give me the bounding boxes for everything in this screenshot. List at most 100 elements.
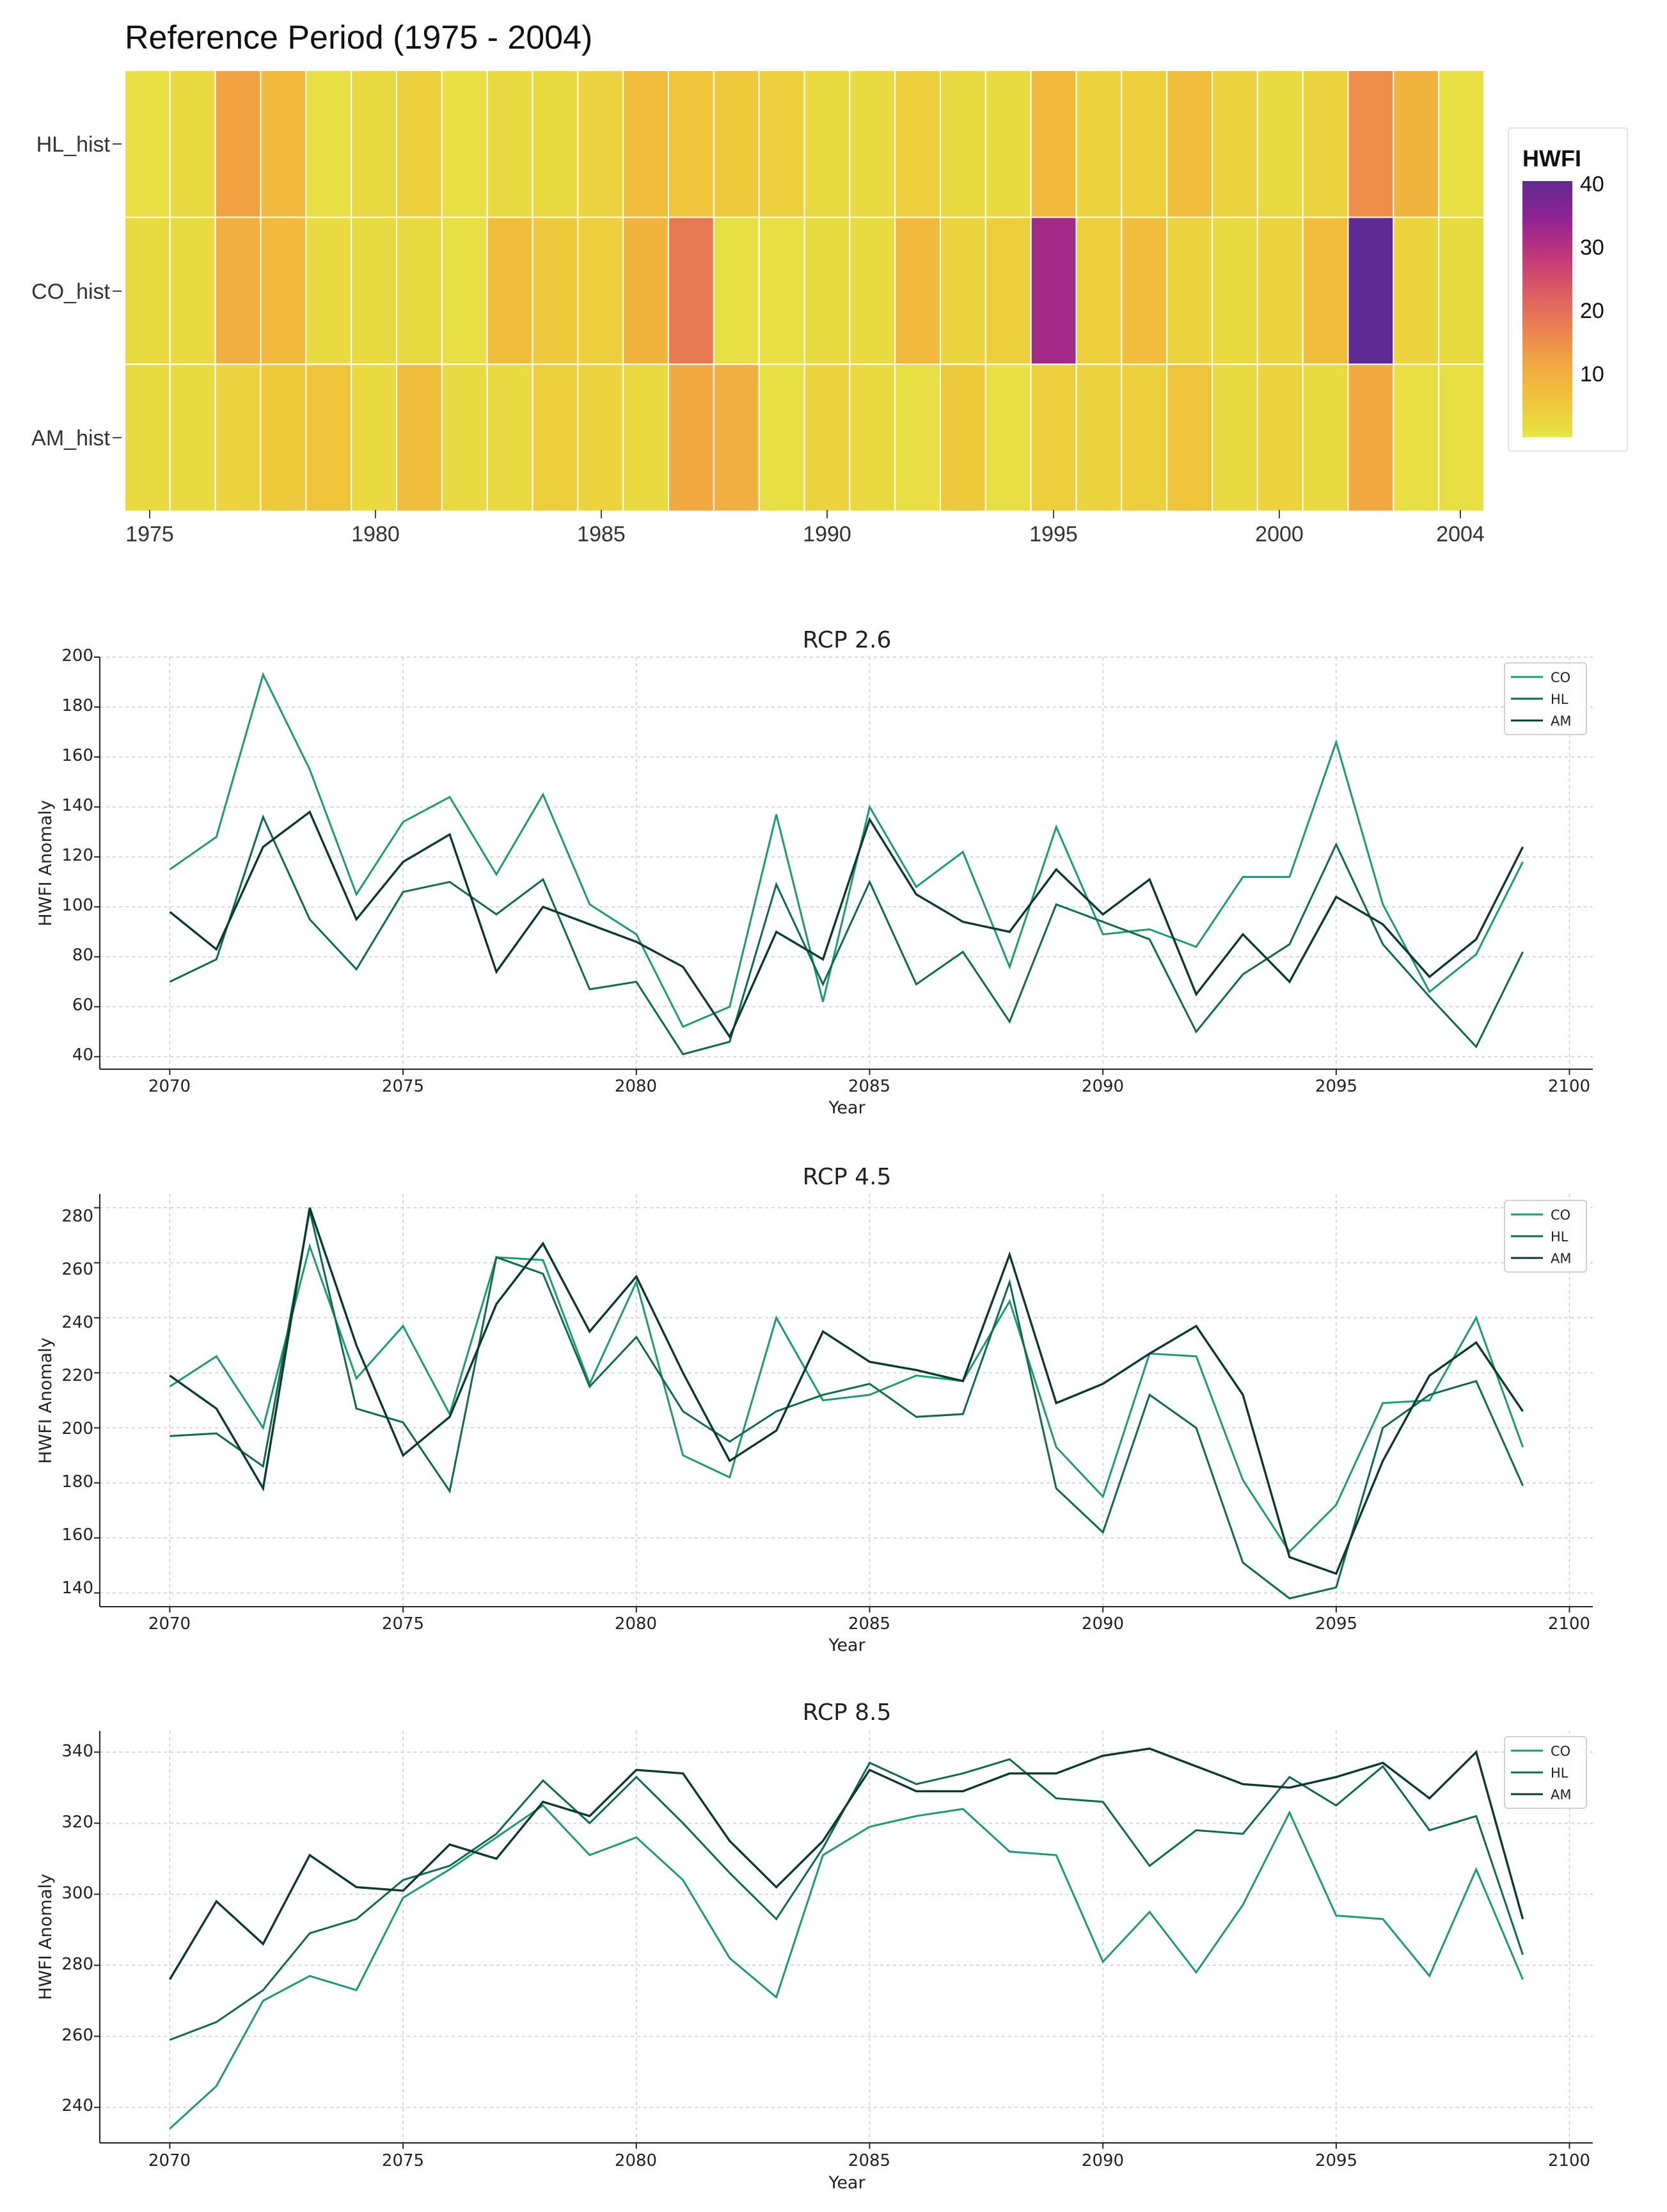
rcp26-grid xyxy=(94,656,1593,1075)
rcp26-legend-label-hl: HL xyxy=(1551,692,1568,707)
rcp26-x-tick-2085: 2085 xyxy=(848,1077,890,1096)
heat-cell-am-1984 xyxy=(532,363,579,513)
heat-cell-am-2002 xyxy=(1347,363,1394,513)
heat-cell-am-1979 xyxy=(305,363,352,513)
rcp85-x-tick-2095: 2095 xyxy=(1315,2151,1357,2170)
heat-cell-hl-2002 xyxy=(1347,70,1394,218)
heatmap-title: Reference Period (1975 - 2004) xyxy=(125,19,592,56)
heatmap-row-labels: HL_hist CO_hist AM_hist xyxy=(31,132,122,450)
heat-x-tick-2004: 2004 xyxy=(1436,522,1485,546)
heat-cell-co-1995 xyxy=(1030,216,1077,365)
rcp26-title: RCP 2.6 xyxy=(803,627,892,653)
heat-cell-am-1989 xyxy=(758,363,805,513)
heat-cell-co-1985 xyxy=(577,216,624,365)
heat-cell-am-1976 xyxy=(169,363,216,513)
rcp26-x-ticks: 2070 2075 2080 2085 2090 2095 2100 xyxy=(148,1077,1590,1096)
series-line-co xyxy=(169,672,1524,1028)
rcp85-y-tick-340: 340 xyxy=(61,1742,93,1761)
heat-cell-hl-1996 xyxy=(1075,70,1123,218)
rcp45-legend-box xyxy=(1504,1200,1587,1273)
heat-cell-am-1987 xyxy=(668,363,715,513)
heat-cell-co-1992 xyxy=(894,216,942,365)
heat-cell-co-1991 xyxy=(849,216,896,365)
heat-cell-co-2003 xyxy=(1393,216,1440,365)
heat-cell-co-1987 xyxy=(668,216,715,365)
heat-cell-co-2004 xyxy=(1438,216,1485,365)
heat-cell-co-1993 xyxy=(940,216,986,365)
heat-cell-hl-1985 xyxy=(577,70,624,218)
rcp26-x-tick-2090: 2090 xyxy=(1082,1077,1124,1096)
heat-cell-am-1988 xyxy=(713,363,760,513)
rcp26-y-tick-140: 140 xyxy=(61,796,93,815)
colorbar-tick-40: 40 xyxy=(1580,172,1604,196)
heat-cell-co-1988 xyxy=(713,216,760,365)
heat-cell-co-2001 xyxy=(1302,216,1349,365)
heat-cell-co-1983 xyxy=(486,216,533,365)
heat-cell-hl-1986 xyxy=(622,70,669,218)
heat-cell-co-1989 xyxy=(758,216,805,365)
heat-cell-hl-1981 xyxy=(396,70,443,218)
heat-cell-am-1996 xyxy=(1075,363,1123,513)
heat-cell-hl-1987 xyxy=(668,70,715,218)
rcp26-y-label: HWFI Anomaly xyxy=(36,800,56,927)
rcp26-y-tick-40: 40 xyxy=(72,1046,93,1065)
heat-cell-am-1980 xyxy=(351,363,397,513)
heatmap-cells xyxy=(124,70,1485,513)
rcp45-legend-label-co: CO xyxy=(1551,1207,1570,1223)
heat-cell-co-1975 xyxy=(124,216,171,365)
rcp85-y-tick-240: 240 xyxy=(61,2096,93,2115)
rcp85-x-tick-2070: 2070 xyxy=(148,2151,191,2170)
rcp45-y-tick-160: 160 xyxy=(61,1525,93,1545)
rcp26-y-tick-120: 120 xyxy=(61,846,93,865)
heat-cell-am-1977 xyxy=(214,363,262,513)
heat-cell-co-1990 xyxy=(803,216,851,365)
heat-cell-co-1978 xyxy=(260,216,307,365)
rcp26-y-tick-200: 200 xyxy=(61,646,93,665)
rcp26-y-tick-160: 160 xyxy=(61,746,93,765)
heat-x-tick-2000: 2000 xyxy=(1255,522,1304,546)
heat-cell-hl-1994 xyxy=(984,70,1032,218)
colorbar-title: HWFI xyxy=(1522,145,1581,171)
heat-cell-co-2002 xyxy=(1347,216,1394,365)
heat-cell-co-1998 xyxy=(1166,216,1213,365)
rcp85-x-label: Year xyxy=(828,2173,865,2193)
heat-cell-hl-2000 xyxy=(1256,70,1304,218)
row-label-am-hist: AM_hist xyxy=(31,426,110,450)
rcp85-legend-box xyxy=(1504,1736,1587,1809)
rcp45-legend: CO HL AM xyxy=(1504,1200,1587,1273)
heat-cell-am-2001 xyxy=(1302,363,1349,513)
heat-cell-hl-1978 xyxy=(260,70,307,218)
heat-cell-hl-1993 xyxy=(940,70,986,218)
heat-x-tick-1980: 1980 xyxy=(351,522,400,546)
rcp26-legend-label-am: AM xyxy=(1551,713,1571,729)
rcp85-title: RCP 8.5 xyxy=(803,1699,892,1726)
rcp45-x-tick-2080: 2080 xyxy=(615,1614,657,1634)
series-line-hl xyxy=(169,814,1524,1056)
series-line-co xyxy=(169,1804,1524,2129)
rcp85-x-tick-2075: 2075 xyxy=(382,2151,424,2170)
rcp26-y-tick-180: 180 xyxy=(61,696,93,715)
rcp45-y-tick-240: 240 xyxy=(61,1313,93,1332)
heat-cell-hl-1991 xyxy=(849,70,896,218)
rcp45-x-tick-2100: 2100 xyxy=(1548,1614,1590,1634)
heat-cell-am-1993 xyxy=(940,363,986,513)
rcp26-y-ticks: 40 60 80 100 120 140 160 180 200 xyxy=(61,646,93,1065)
heatmap-panel: Reference Period (1975 - 2004) HL_hist C… xyxy=(31,19,1628,546)
colorbar: HWFI 10 20 30 40 xyxy=(1508,127,1628,452)
series-line-am xyxy=(169,810,1524,1039)
rcp45-y-tick-200: 200 xyxy=(61,1419,93,1438)
rcp45-panel: RCP 4.5 2070 2075 2080 2085 2090 2095 21… xyxy=(36,1164,1593,1655)
series-line-am xyxy=(168,1747,1524,1980)
heat-cell-co-2000 xyxy=(1256,216,1304,365)
rcp85-y-tick-300: 300 xyxy=(61,1884,93,1903)
heat-cell-am-1992 xyxy=(894,363,942,513)
series-line-hl xyxy=(170,1210,1524,1600)
heat-cell-co-1976 xyxy=(169,216,216,365)
heat-cell-am-1995 xyxy=(1030,363,1077,513)
heat-cell-am-1975 xyxy=(124,363,171,513)
heat-cell-am-1997 xyxy=(1121,363,1168,513)
rcp45-x-ticks: 2070 2075 2080 2085 2090 2095 2100 xyxy=(148,1614,1590,1634)
rcp85-panel: RCP 8.5 2070 2075 2080 2085 2090 2095 21… xyxy=(36,1699,1593,2193)
heat-cell-am-1999 xyxy=(1212,363,1258,513)
